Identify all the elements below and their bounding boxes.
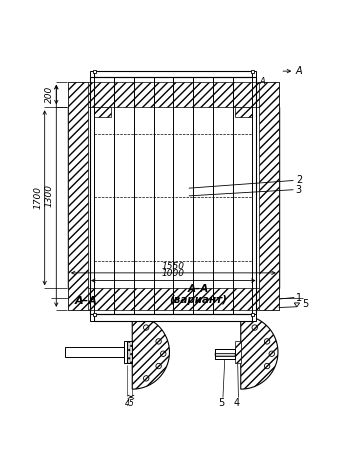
Bar	[253, 315, 256, 321]
Bar	[253, 71, 256, 77]
Bar	[215, 356, 235, 359]
Bar	[93, 70, 96, 73]
Bar	[215, 353, 235, 356]
Text: 2: 2	[296, 175, 302, 185]
Bar	[93, 313, 96, 316]
Text: 1300: 1300	[45, 185, 54, 207]
Bar	[127, 341, 132, 363]
Bar	[215, 349, 235, 353]
Bar	[124, 341, 127, 363]
Bar	[68, 107, 279, 288]
Bar	[68, 82, 88, 310]
Text: 4: 4	[234, 398, 240, 409]
Bar	[215, 349, 235, 359]
Bar	[68, 288, 279, 310]
Text: 3: 3	[296, 185, 302, 195]
Text: А: А	[296, 66, 303, 76]
Text: 1550: 1550	[162, 262, 185, 271]
Bar	[127, 341, 132, 363]
Bar	[90, 315, 94, 321]
Text: А–А
(вариант): А–А (вариант)	[169, 284, 227, 305]
Text: 1: 1	[296, 293, 302, 303]
Bar	[65, 347, 127, 357]
Bar	[251, 70, 254, 73]
Bar	[94, 71, 253, 77]
Text: 5: 5	[218, 398, 225, 409]
Bar	[94, 107, 111, 117]
Text: 5: 5	[302, 300, 308, 310]
Text: 1700: 1700	[33, 186, 42, 209]
Polygon shape	[132, 315, 169, 389]
Bar	[235, 107, 253, 117]
Bar	[90, 71, 94, 77]
Polygon shape	[241, 315, 278, 389]
Bar	[88, 82, 258, 310]
Text: A–A: A–A	[74, 296, 97, 306]
Bar	[94, 315, 253, 321]
Text: 45: 45	[125, 399, 135, 408]
Text: 1000: 1000	[162, 269, 185, 278]
Bar	[68, 82, 279, 107]
Bar	[258, 82, 279, 310]
Bar	[251, 313, 254, 316]
Text: А: А	[259, 76, 265, 86]
Text: 200: 200	[45, 86, 54, 103]
Text: 70: 70	[68, 347, 77, 357]
Bar	[235, 341, 241, 363]
Bar	[215, 353, 235, 356]
